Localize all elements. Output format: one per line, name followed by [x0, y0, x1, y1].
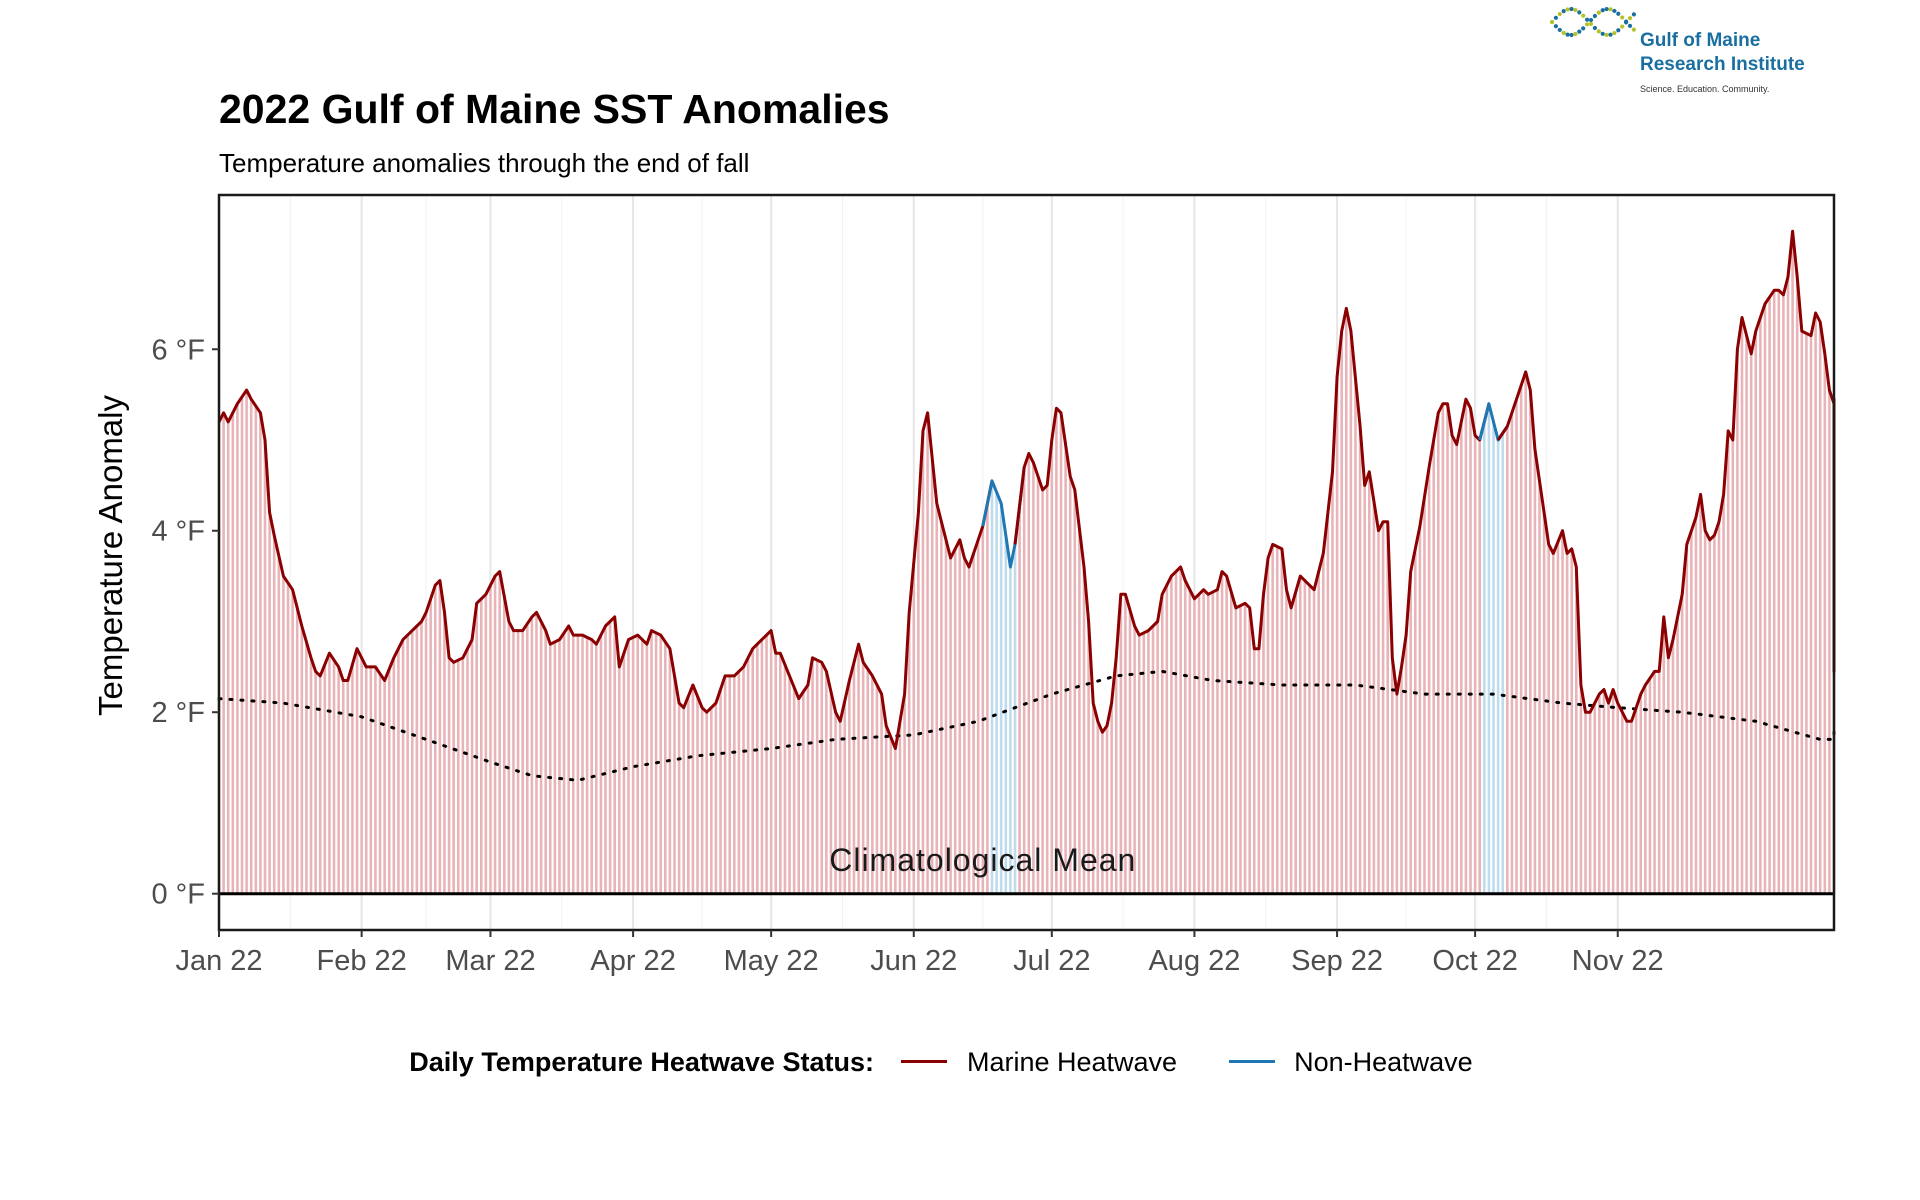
logo-dot: [1608, 7, 1613, 12]
logo-dot: [1565, 7, 1570, 12]
legend-label-heatwave: Marine Heatwave: [966, 1047, 1178, 1077]
logo-dot: [1581, 26, 1586, 31]
logo-dot: [1581, 13, 1586, 18]
logo-dot: [1612, 8, 1617, 14]
x-tick-label: Jul 22: [1013, 945, 1090, 977]
logo-dot: [1588, 21, 1594, 27]
plot-frame: [217, 193, 1836, 932]
logo-dot: [1620, 15, 1625, 20]
logo-dot: [1549, 19, 1555, 25]
logo-dot: [1624, 20, 1629, 25]
x-tick-label: Aug 22: [1148, 945, 1240, 977]
logo-dot: [1631, 12, 1636, 17]
x-tick-label: Jan 22: [175, 945, 262, 977]
logo-dot: [1561, 30, 1566, 35]
logo-dot: [1596, 10, 1601, 15]
logo-dot: [1577, 10, 1582, 15]
logo-dot: [1592, 25, 1597, 31]
chart-title: 2022 Gulf of Maine SST Anomalies: [219, 86, 890, 132]
logo-dot: [1608, 32, 1613, 37]
y-tick-label: 0 °F: [152, 879, 206, 911]
logo-dot: [1569, 6, 1574, 12]
legend-key-non-heatwave: [1228, 1060, 1275, 1064]
legend-key-heatwave: [901, 1060, 948, 1064]
logo-dot: [1557, 11, 1562, 17]
y-axis-label: Temperature Anomaly: [92, 395, 129, 716]
climatology-line: [217, 669, 1836, 782]
anomaly-line: [217, 229, 1836, 750]
daily-bars: [217, 231, 1836, 894]
logo-dot: [1585, 22, 1590, 27]
x-tick-label: Apr 22: [590, 945, 675, 977]
x-tick-label: Jun 22: [870, 945, 957, 977]
logo-dot: [1585, 17, 1590, 22]
legend-label-non-heatwave: Non-Heatwave: [1294, 1047, 1473, 1077]
logo-dot: [1604, 6, 1609, 12]
annotation-climatological-mean: Climatological Mean: [829, 842, 1136, 878]
climatology-dotted-line: [217, 669, 1836, 782]
x-tick-label: Nov 22: [1572, 945, 1664, 977]
x-tick-label: Sep 22: [1291, 945, 1383, 977]
brand-line1: Gulf of Maine: [1640, 30, 1761, 51]
axes: [217, 193, 1836, 932]
y-tick-label: 4 °F: [152, 516, 206, 548]
brand-line2: Research Institute: [1640, 54, 1805, 75]
x-tick-label: Mar 22: [445, 945, 535, 977]
logo-dot: [1561, 9, 1566, 14]
logo-dot: [1596, 29, 1601, 34]
heatwave-segment: [217, 388, 994, 750]
logo-dot: [1616, 11, 1621, 16]
logo-dot: [1604, 32, 1609, 38]
legend-title: Daily Temperature Heatwave Status:: [409, 1047, 874, 1077]
logo-dot: [1553, 15, 1558, 20]
logo-dot: [1616, 28, 1621, 33]
logo-dot: [1577, 29, 1582, 34]
logo-dot: [1573, 7, 1578, 13]
brand-logo: Gulf of Maine Research Institute Science…: [1548, 0, 1828, 100]
logo-mark-icon: [1549, 6, 1636, 38]
tick-labels: 0 °F 2 °F 4 °F 6 °F Jan 22 Feb 22 Mar 22 Apr 22…: [92, 334, 1664, 977]
brand-tagline: Science. Education. Community.: [1640, 84, 1770, 94]
legend: Daily Temperature Heatwave Status: Marin…: [0, 1047, 1920, 1078]
logo-dot: [1557, 27, 1562, 33]
logo-dot: [1627, 23, 1633, 28]
logo-dot: [1631, 27, 1636, 32]
logo-dot: [1573, 31, 1578, 37]
x-tick-label: Oct 22: [1432, 945, 1517, 977]
x-tick-label: Feb 22: [316, 945, 406, 977]
logo-dot: [1588, 17, 1594, 23]
heatwave-segment: [1013, 306, 1491, 734]
logo-dot: [1592, 13, 1597, 19]
logo-dot: [1627, 16, 1633, 21]
chart-subtitle: Temperature anomalies through the end of…: [219, 148, 750, 178]
y-tick-label: 2 °F: [152, 697, 206, 729]
logo-dot: [1600, 8, 1605, 13]
logo-dot: [1600, 31, 1605, 36]
y-tick-label: 6 °F: [152, 334, 206, 366]
logo-dot: [1553, 24, 1558, 29]
logo-dot: [1569, 32, 1574, 38]
x-tick-label: May 22: [724, 945, 819, 977]
logo-dot: [1612, 30, 1617, 36]
logo-dot: [1565, 32, 1570, 37]
logo-dot: [1620, 24, 1625, 29]
